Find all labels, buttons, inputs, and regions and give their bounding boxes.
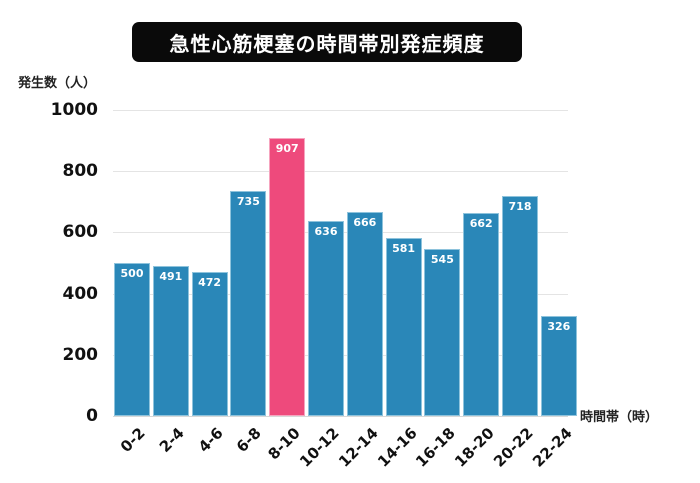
gridline-800: [113, 171, 568, 172]
ytick-800: 800: [62, 161, 99, 181]
ytick-1000: 1000: [50, 100, 98, 120]
x-axis-title: 時間帯（時）: [580, 410, 659, 425]
bar-20-22: 718: [502, 196, 538, 416]
bar-value-label: 500: [120, 267, 144, 280]
bar-value-label: 491: [159, 270, 183, 283]
bar-value-label: 662: [469, 217, 493, 230]
bar-value-label: 581: [392, 242, 416, 255]
bar-8-10: 907: [269, 138, 306, 416]
bar-16-18: 545: [424, 249, 461, 416]
baseline-0: [113, 416, 568, 417]
bar-4-6: 472: [191, 272, 228, 416]
ytick-400: 400: [62, 284, 99, 304]
chart-title: 急性心筋梗塞の時間帯別発症頻度: [132, 22, 522, 62]
bar-value-label: 735: [236, 195, 260, 208]
ytick-0: 0: [86, 406, 98, 426]
bar-12-14: 666: [346, 212, 383, 416]
bar-10-12: 636: [308, 221, 344, 416]
bar-value-label: 636: [314, 225, 338, 238]
bar-0-2: 500: [114, 263, 150, 416]
bar-22-24: 326: [540, 316, 577, 416]
bar-14-16: 581: [385, 238, 422, 416]
ytick-200: 200: [62, 345, 99, 365]
bar-value-label: 666: [353, 216, 377, 229]
ytick-600: 600: [62, 222, 99, 242]
gridline-1000: [113, 110, 568, 111]
bar-value-label: 545: [430, 253, 454, 266]
bar-value-label: 907: [275, 142, 299, 155]
bar-2-4: 491: [152, 266, 189, 416]
bar-value-label: 472: [198, 276, 222, 289]
bar-value-label: 718: [508, 200, 532, 213]
bar-6-8: 735: [230, 191, 267, 416]
bar-18-20: 662: [463, 213, 500, 416]
bar-value-label: 326: [547, 320, 571, 333]
y-axis-title: 発生数（人）: [18, 76, 97, 91]
